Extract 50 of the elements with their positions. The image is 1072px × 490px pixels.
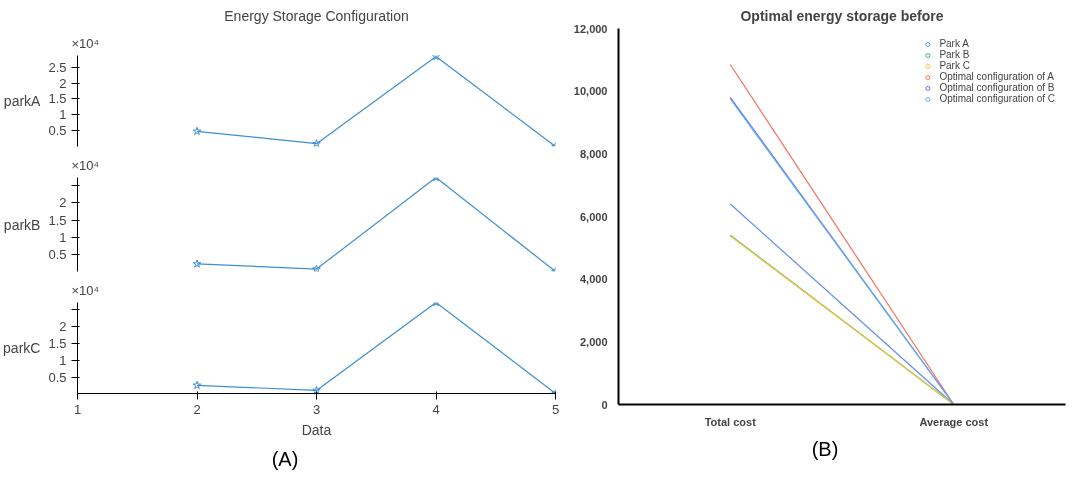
y-tick-label: 0.5 xyxy=(48,247,67,263)
x-tick-label: 3 xyxy=(312,401,321,417)
legend-label: Park A xyxy=(939,38,969,49)
y-tick-label: 2 xyxy=(59,195,67,211)
x-tick-label: 5 xyxy=(551,401,560,417)
text: (B) xyxy=(811,437,839,462)
x-tick-label: Average cost xyxy=(919,415,989,428)
x-tick-label: Total cost xyxy=(704,415,757,428)
point xyxy=(192,126,202,136)
y-tick-label: 4,000 xyxy=(579,273,608,286)
text: ×10⁴ xyxy=(71,282,100,298)
point xyxy=(312,139,321,147)
x-axis-title: Data xyxy=(301,421,332,438)
legend-label: Park B xyxy=(939,49,970,60)
point xyxy=(192,380,202,390)
legend-label: Park C xyxy=(939,60,970,71)
y-tick-label: 12,000 xyxy=(573,22,608,35)
legend-label: Optimal configuration of B xyxy=(939,82,1055,93)
text: ×10⁴ xyxy=(71,35,100,51)
legend-label: Optimal configuration of C xyxy=(939,93,1055,104)
legend-label: Optimal configuration of A xyxy=(939,71,1054,82)
text: ×10⁴ xyxy=(71,157,100,173)
y-axis-title: parkA xyxy=(3,93,42,109)
y-tick-label: 2 xyxy=(59,318,67,334)
x-tick-label: 4 xyxy=(432,401,440,417)
chart-title: Optimal energy storage before xyxy=(740,7,944,24)
y-tick-label: 6,000 xyxy=(579,210,608,223)
text: (A) xyxy=(271,447,299,472)
y-tick-label: 0 xyxy=(601,398,608,411)
y-tick-label: 1.5 xyxy=(48,212,67,228)
y-tick-label: 8,000 xyxy=(579,147,608,160)
y-tick-label: 1 xyxy=(59,107,67,123)
x-tick-label: 2 xyxy=(193,401,201,417)
y-tick-label: 1.5 xyxy=(48,91,67,107)
y-axis-title: parkB xyxy=(3,216,41,233)
y-tick-label: 10,000 xyxy=(573,85,608,98)
y-axis-title: parkC xyxy=(3,340,41,356)
y-tick-label: 0.5 xyxy=(48,123,67,139)
y-tick-label: 2,000 xyxy=(579,335,608,348)
y-tick-label: 1 xyxy=(59,353,67,369)
point xyxy=(312,264,321,272)
point xyxy=(192,259,202,268)
y-tick-label: 1.5 xyxy=(48,336,67,352)
point xyxy=(312,385,321,394)
y-tick-label: 1 xyxy=(59,229,67,245)
y-tick-label: 2.5 xyxy=(48,59,67,75)
chart-title: Energy Storage Configuration xyxy=(224,7,409,24)
y-tick-label: 2 xyxy=(59,75,67,91)
y-tick-label: 0.5 xyxy=(48,370,67,386)
x-tick-label: 1 xyxy=(73,401,82,417)
